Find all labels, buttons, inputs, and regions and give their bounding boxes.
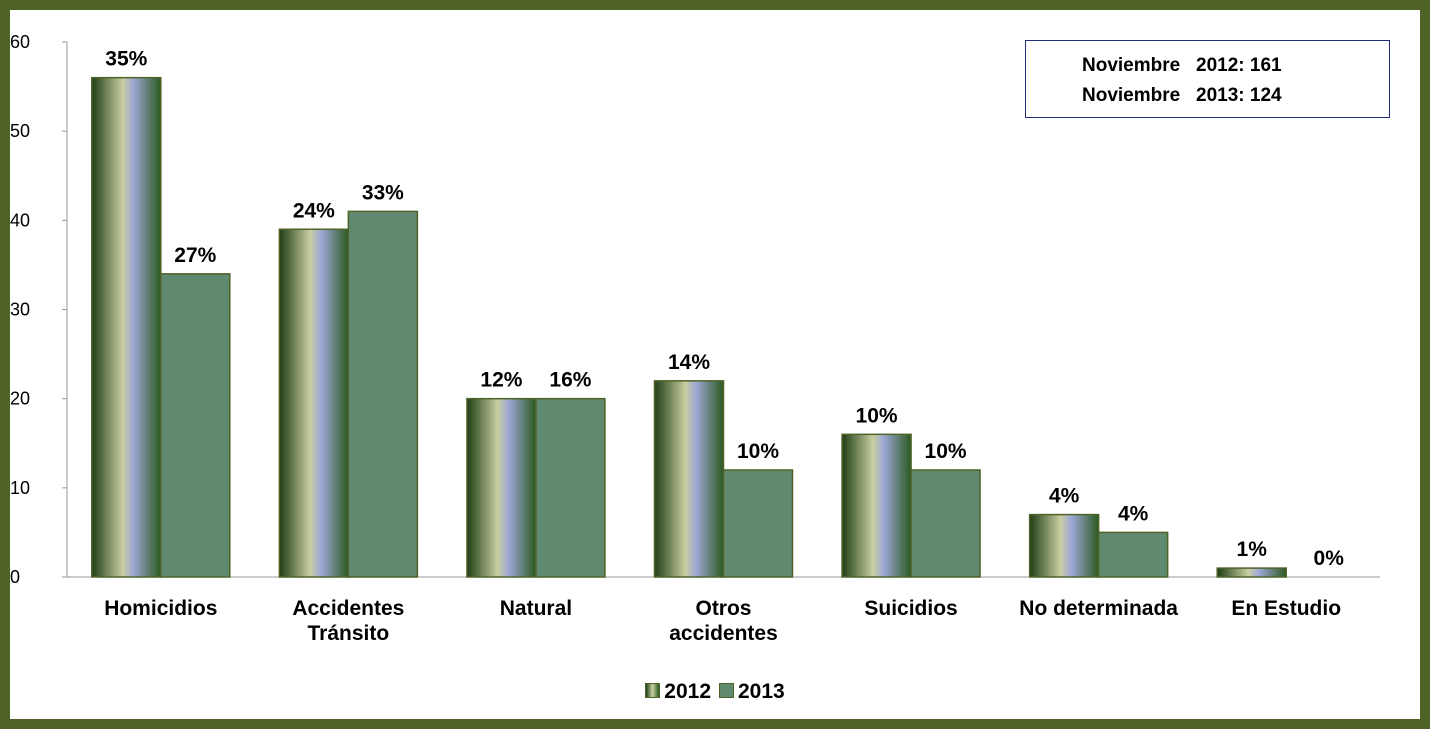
bar [1216, 567, 1287, 578]
bar [466, 397, 537, 578]
value-label: 35% [105, 48, 147, 71]
bar [278, 228, 350, 578]
value-label: 4% [1049, 485, 1080, 508]
value-label: 33% [362, 181, 404, 204]
bar [535, 397, 606, 578]
bar [91, 76, 162, 578]
value-label: 14% [668, 351, 710, 374]
x-tick-label: Accidentes Tránsito [292, 597, 405, 645]
value-label: 0% [1314, 547, 1345, 570]
value-label: 10% [925, 440, 967, 463]
value-label: 16% [549, 369, 591, 392]
x-tick-label: Suicidios [864, 597, 958, 620]
y-tick-label: 50 [10, 121, 30, 141]
value-label: 24% [293, 199, 335, 222]
legend-item: 2012 [645, 680, 711, 704]
y-tick-label: 20 [10, 389, 30, 409]
info-box: Noviembre 2012: 161 Noviembre 2013: 124 [1025, 40, 1390, 118]
bar [722, 469, 794, 578]
x-tick-label: Natural [499, 597, 573, 620]
value-label: 27% [174, 244, 216, 267]
x-tick-label: No determinada [1019, 597, 1178, 620]
x-tick-label: En Estudio [1231, 597, 1342, 620]
bar [160, 273, 231, 578]
value-label: 10% [856, 404, 898, 427]
value-label: 1% [1237, 538, 1268, 561]
legend-item: 2013 [719, 680, 785, 704]
y-tick-label: 10 [10, 478, 30, 498]
annotation: Noviembre 2012: 161 [1082, 55, 1282, 76]
bar [347, 210, 419, 578]
x-tick-label: Homicidios [104, 597, 218, 620]
value-label: 4% [1118, 502, 1149, 525]
y-tick-label: 30 [10, 300, 30, 320]
y-tick-label: 0 [10, 567, 20, 587]
legend-swatch [719, 683, 734, 698]
legend-label: 2012 [664, 680, 711, 703]
bar [841, 433, 912, 578]
y-tick-label: 40 [10, 210, 30, 230]
legend: 2012 2013 [0, 680, 1430, 704]
value-label: 12% [480, 369, 522, 392]
legend-swatch [645, 683, 661, 698]
legend-label: 2013 [738, 680, 785, 703]
y-tick-label: 60 [10, 32, 30, 52]
bar [1097, 531, 1169, 578]
bar [1028, 513, 1100, 578]
x-tick-label: Otros accidentes [669, 597, 778, 645]
bar [910, 469, 981, 578]
value-label: 10% [737, 440, 779, 463]
annotation: Noviembre 2013: 124 [1082, 85, 1282, 106]
bar [653, 380, 725, 578]
